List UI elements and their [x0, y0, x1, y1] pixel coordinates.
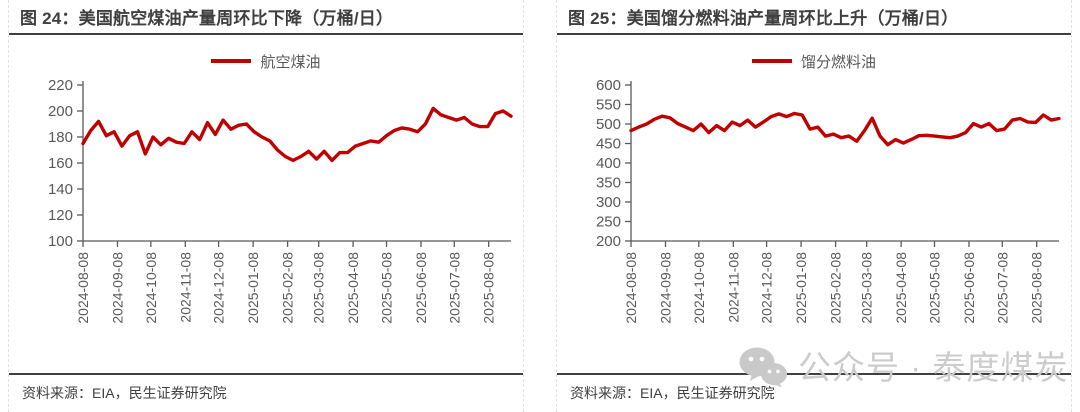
svg-text:2024-10-08: 2024-10-08 — [691, 252, 707, 324]
jet-fuel-line-chart: 100 120 140 160 180 200 220 2024-08-08 2024-09-0… — [48, 77, 513, 324]
svg-text:2025-05-08: 2025-05-08 — [927, 252, 943, 324]
svg-text:2025-06-08: 2025-06-08 — [413, 252, 429, 324]
svg-text:2025-08-08: 2025-08-08 — [481, 252, 497, 324]
svg-text:2024-12-08: 2024-12-08 — [759, 252, 775, 324]
legend-line-swatch — [211, 59, 252, 63]
svg-text:2025-04-08: 2025-04-08 — [893, 252, 909, 324]
svg-text:400: 400 — [596, 155, 621, 172]
svg-text:160: 160 — [48, 155, 73, 172]
svg-text:100: 100 — [48, 233, 73, 250]
svg-text:2025-06-08: 2025-06-08 — [961, 252, 977, 324]
svg-text:2024-09-08: 2024-09-08 — [110, 252, 126, 324]
legend-line-swatch — [751, 59, 792, 63]
svg-text:350: 350 — [596, 175, 621, 192]
svg-text:200: 200 — [48, 103, 73, 120]
svg-text:2025-03-08: 2025-03-08 — [311, 252, 327, 324]
figure-25-title: 图 25：美国馏分燃料油产量周环比上升（万桶/日） — [557, 0, 1071, 35]
svg-text:2024-10-08: 2024-10-08 — [143, 252, 159, 324]
svg-text:180: 180 — [48, 129, 73, 146]
svg-text:2025-07-08: 2025-07-08 — [994, 252, 1010, 324]
figure-25-cell: 图 25：美国馏分燃料油产量周环比上升（万桶/日） 馏分燃料油 200 250 30… — [556, 0, 1072, 412]
svg-text:2025-05-08: 2025-05-08 — [379, 252, 395, 324]
distillate-line-chart: 200 250 300 350 400 450 500 550 600 2024-08-08 202… — [596, 77, 1061, 324]
svg-text:2025-04-08: 2025-04-08 — [345, 252, 361, 324]
legend: 航空煤油 — [9, 49, 523, 73]
svg-text:2024-09-08: 2024-09-08 — [658, 252, 674, 324]
distillate-chart-area: 馏分燃料油 200 250 300 350 400 450 500 550 600 2024-08… — [557, 35, 1071, 373]
figure-24-title: 图 24：美国航空煤油产量周环比下降（万桶/日） — [9, 0, 523, 35]
svg-text:120: 120 — [48, 207, 73, 224]
legend-label: 馏分燃料油 — [800, 53, 876, 71]
svg-text:2025-08-08: 2025-08-08 — [1029, 252, 1045, 324]
jet-fuel-chart-area: 航空煤油 100 120 140 160 180 200 220 2024-08-08 2024… — [9, 35, 523, 373]
source-note: 资料来源：EIA，民生证券研究院 — [557, 373, 1071, 412]
source-note: 资料来源：EIA，民生证券研究院 — [9, 373, 523, 412]
svg-text:600: 600 — [596, 77, 621, 94]
legend-label: 航空煤油 — [260, 53, 321, 71]
svg-text:220: 220 — [48, 77, 73, 94]
svg-text:140: 140 — [48, 181, 73, 198]
svg-text:2025-02-08: 2025-02-08 — [828, 252, 844, 324]
svg-text:2024-11-08: 2024-11-08 — [725, 252, 741, 323]
svg-text:450: 450 — [596, 136, 621, 153]
figure-24-cell: 图 24：美国航空煤油产量周环比下降（万桶/日） 航空煤油 100 120 140 1… — [8, 0, 524, 412]
svg-text:500: 500 — [596, 116, 621, 133]
svg-text:2025-02-08: 2025-02-08 — [280, 252, 296, 324]
legend: 馏分燃料油 — [557, 49, 1071, 73]
svg-text:300: 300 — [596, 194, 621, 211]
svg-text:2024-08-08: 2024-08-08 — [75, 252, 91, 324]
svg-text:2025-03-08: 2025-03-08 — [859, 252, 875, 324]
svg-text:2025-07-08: 2025-07-08 — [446, 252, 462, 324]
svg-text:2024-12-08: 2024-12-08 — [211, 252, 227, 324]
svg-text:2024-11-08: 2024-11-08 — [177, 252, 193, 323]
svg-text:2025-01-08: 2025-01-08 — [793, 252, 809, 324]
svg-text:2025-01-08: 2025-01-08 — [245, 252, 261, 324]
svg-text:550: 550 — [596, 97, 621, 114]
svg-text:2024-08-08: 2024-08-08 — [623, 252, 639, 324]
svg-text:250: 250 — [596, 214, 621, 231]
svg-text:200: 200 — [596, 233, 621, 250]
